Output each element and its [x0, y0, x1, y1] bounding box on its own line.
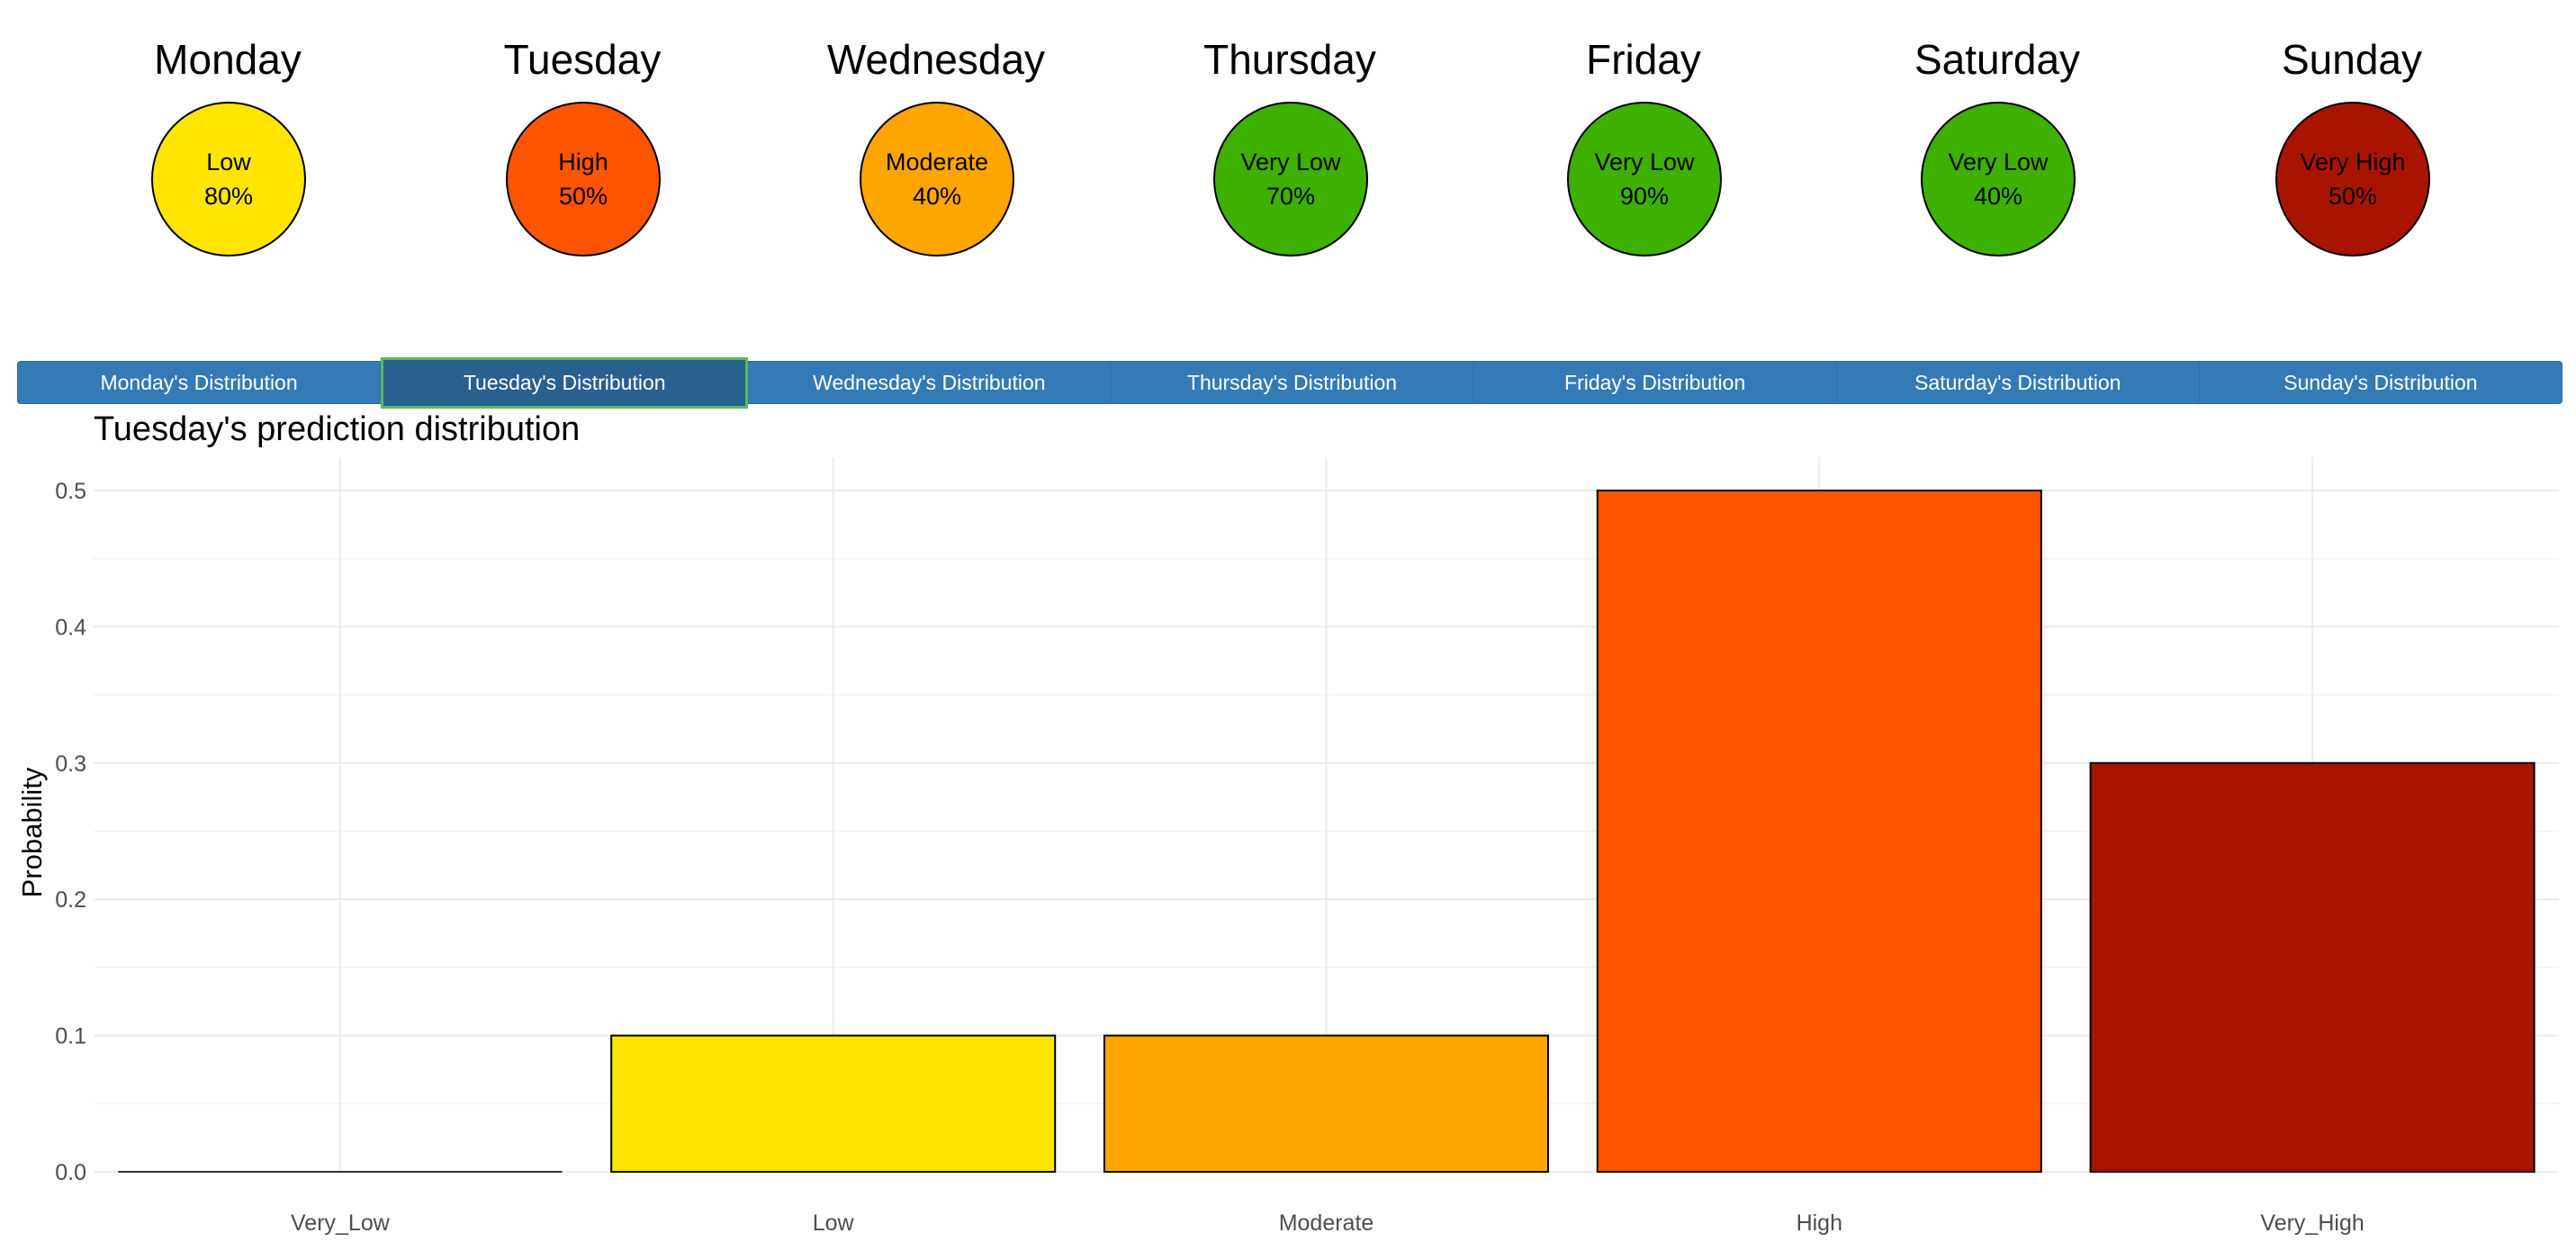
day-name: Wednesday	[826, 36, 1046, 83]
risk-probability: 50%	[2328, 183, 2378, 210]
risk-badge: Low 80%	[151, 102, 306, 256]
y-tick-label: 0.5	[55, 479, 86, 504]
bar-low	[610, 1034, 1057, 1173]
tab-sunday-distribution[interactable]: Sunday's Distribution	[2283, 370, 2478, 394]
risk-level: Very High	[2300, 148, 2406, 176]
y-tick-label: 0.2	[55, 887, 86, 913]
risk-probability: 40%	[1973, 183, 2023, 210]
day-name: Friday	[1586, 36, 1701, 83]
risk-badge: Very High 50%	[2275, 102, 2430, 256]
distribution-bar-chart: 0.0 0.1 0.2 0.3 0.4 0.5 Very_Low Low Moderate Hig…	[16, 457, 2559, 1236]
tab-wednesday-distribution[interactable]: Wednesday's Distribution	[748, 362, 1112, 403]
risk-badge: Moderate 40%	[860, 102, 1014, 256]
bar-very_high	[2089, 761, 2535, 1173]
risk-level: Very Low	[1240, 148, 1341, 176]
bar-high	[1596, 490, 2042, 1173]
x-tick-label: Very_Low	[291, 1210, 391, 1236]
y-tick-label: 0.3	[55, 752, 86, 777]
risk-probability: 50%	[558, 183, 608, 210]
daily-forecast-summary: Monday Low 80% Tuesday High 50% Wednesday Moder…	[0, 0, 2576, 297]
risk-badge: High 50%	[506, 102, 661, 256]
y-tick-label: 0.0	[55, 1160, 86, 1185]
chart-title: Tuesday's prediction distribution	[94, 410, 581, 448]
y-axis-title: Probability	[16, 767, 48, 897]
y-tick-label: 0.4	[55, 615, 86, 640]
x-tick-label: High	[1797, 1210, 1842, 1236]
risk-level: High	[558, 148, 608, 176]
tab-friday-distribution[interactable]: Friday's Distribution	[1474, 362, 1837, 403]
risk-level: Moderate	[885, 148, 989, 176]
day-name: Monday	[154, 36, 302, 83]
tab-tuesday-distribution[interactable]: Tuesday's Distribution	[381, 357, 749, 409]
risk-level: Very Low	[1594, 148, 1695, 176]
x-tick-label: Low	[813, 1210, 855, 1236]
tab-saturday-distribution[interactable]: Saturday's Distribution	[1837, 362, 2200, 403]
day-name: Thursday	[1203, 36, 1376, 83]
risk-probability: 90%	[1619, 183, 1670, 210]
day-name: Sunday	[2281, 36, 2422, 83]
risk-probability: 70%	[1265, 183, 1316, 210]
risk-level: Very Low	[1948, 148, 2049, 176]
x-tick-label: Very_High	[2260, 1210, 2364, 1236]
day-name: Saturday	[1914, 36, 2081, 83]
risk-badge: Very Low 90%	[1567, 102, 1722, 256]
x-tick-label: Moderate	[1279, 1210, 1374, 1236]
distribution-tabs: Monday's Distribution Tuesday's Distribut…	[17, 357, 2562, 409]
risk-probability: 80%	[203, 183, 254, 210]
risk-badge: Very Low 70%	[1213, 102, 1368, 256]
tab-monday-distribution[interactable]: Monday's Distribution	[18, 362, 382, 403]
risk-badge: Very Low 40%	[1921, 102, 2076, 256]
risk-probability: 40%	[912, 183, 962, 210]
risk-level: Low	[206, 148, 251, 176]
day-name: Tuesday	[503, 36, 662, 83]
bar-moderate	[1103, 1034, 1550, 1173]
tab-thursday-distribution[interactable]: Thursday's Distribution	[1111, 362, 1474, 403]
y-tick-label: 0.1	[55, 1024, 86, 1049]
